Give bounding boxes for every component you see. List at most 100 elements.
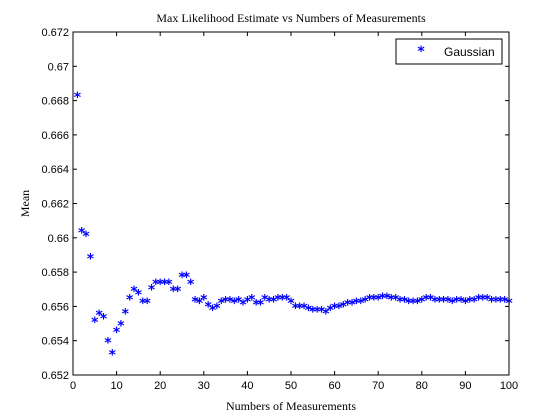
data-point: * (340, 299, 348, 315)
data-point: * (191, 294, 199, 310)
data-point: * (344, 298, 352, 314)
legend-marker-icon: * (417, 44, 425, 60)
y-tick-label: 0.654 (41, 336, 69, 348)
data-point: * (222, 294, 230, 310)
data-point: * (209, 303, 217, 319)
data-point: * (122, 306, 130, 322)
data-point: * (392, 293, 400, 309)
data-point: * (479, 293, 487, 309)
data-point: * (401, 294, 409, 310)
data-point: * (226, 294, 234, 310)
data-point: * (196, 296, 204, 312)
data-point: * (235, 294, 243, 310)
x-tick-label: 40 (241, 380, 253, 392)
y-tick-label: 0.662 (41, 199, 69, 211)
x-tick-label: 90 (459, 380, 471, 392)
data-point: * (170, 284, 178, 300)
data-point: * (313, 305, 321, 321)
data-point: * (266, 294, 274, 310)
data-point: * (383, 291, 391, 307)
x-tick-label: 0 (70, 380, 76, 392)
data-point: * (231, 296, 239, 312)
x-tick-label: 60 (328, 380, 340, 392)
data-point: * (379, 291, 387, 307)
data-point: * (130, 284, 138, 300)
data-point: * (200, 293, 208, 309)
data-point: * (348, 298, 356, 314)
y-tick-label: 0.656 (41, 301, 69, 313)
data-point: * (462, 296, 470, 312)
data-point: * (353, 296, 361, 312)
x-tick-label: 100 (500, 380, 518, 392)
data-point: * (109, 347, 117, 363)
y-tick-label: 0.664 (41, 164, 69, 176)
data-point: * (300, 301, 308, 317)
data-point: * (252, 298, 260, 314)
data-point: * (139, 296, 147, 312)
axis-ticks: 0 10 20 30 40 50 60 70 80 90 100 0.652 0.654 0.656 0.6… (41, 27, 518, 392)
data-point: * (117, 318, 125, 334)
data-point: * (396, 294, 404, 310)
data-point: * (427, 293, 435, 309)
data-point: * (422, 293, 430, 309)
data-point: * (436, 294, 444, 310)
data-point: * (183, 270, 191, 286)
data-point: * (327, 303, 335, 319)
x-axis-label: Numbers of Measurements (226, 399, 356, 413)
y-tick-label: 0.652 (41, 370, 69, 382)
plot-area (73, 32, 509, 375)
data-point: * (178, 270, 186, 286)
data-point: * (453, 294, 461, 310)
data-point: * (74, 90, 82, 106)
data-point: * (148, 282, 156, 298)
data-point: * (322, 306, 330, 322)
data-point: * (187, 277, 195, 293)
data-point: * (335, 301, 343, 317)
y-axis-label: Mean (18, 190, 32, 217)
y-tick-label: 0.67 (48, 61, 69, 73)
data-point: * (305, 303, 313, 319)
data-point: * (488, 294, 496, 310)
data-point: * (257, 298, 265, 314)
data-point: * (165, 277, 173, 293)
y-tick-label: 0.66 (48, 233, 69, 245)
legend: * Gaussian (395, 38, 503, 65)
data-point: * (318, 305, 326, 321)
data-point: * (218, 296, 226, 312)
chart-title: Max Likelihood Estimate vs Numbers of Me… (156, 11, 426, 25)
data-point: * (126, 293, 134, 309)
y-tick-label: 0.666 (41, 130, 69, 142)
y-tick-label: 0.658 (41, 267, 69, 279)
data-point: * (161, 277, 169, 293)
data-point: * (370, 293, 378, 309)
data-point: * (366, 293, 374, 309)
data-point: * (440, 294, 448, 310)
data-point: * (113, 325, 121, 341)
data-point: * (239, 298, 247, 314)
x-tick-label: 10 (110, 380, 122, 392)
data-point: * (457, 294, 465, 310)
data-point: * (388, 293, 396, 309)
legend-entry-gaussian: Gaussian (444, 45, 495, 59)
data-point: * (470, 294, 478, 310)
legend-box (395, 38, 503, 65)
data-point: * (152, 277, 160, 293)
data-point: * (135, 287, 143, 303)
data-point: * (244, 294, 252, 310)
data-point: * (418, 294, 426, 310)
data-point: * (361, 294, 369, 310)
data-point: * (357, 296, 365, 312)
data-points: ****************************************… (74, 90, 514, 363)
data-point: * (501, 294, 509, 310)
data-point: * (174, 284, 182, 300)
data-point: * (82, 229, 90, 245)
x-tick-label: 70 (372, 380, 384, 392)
data-point: * (296, 301, 304, 317)
data-point: * (261, 293, 269, 309)
data-point: * (78, 226, 86, 242)
data-point: * (466, 294, 474, 310)
data-point: * (87, 251, 95, 267)
data-point: * (157, 277, 165, 293)
x-tick-label: 50 (285, 380, 297, 392)
